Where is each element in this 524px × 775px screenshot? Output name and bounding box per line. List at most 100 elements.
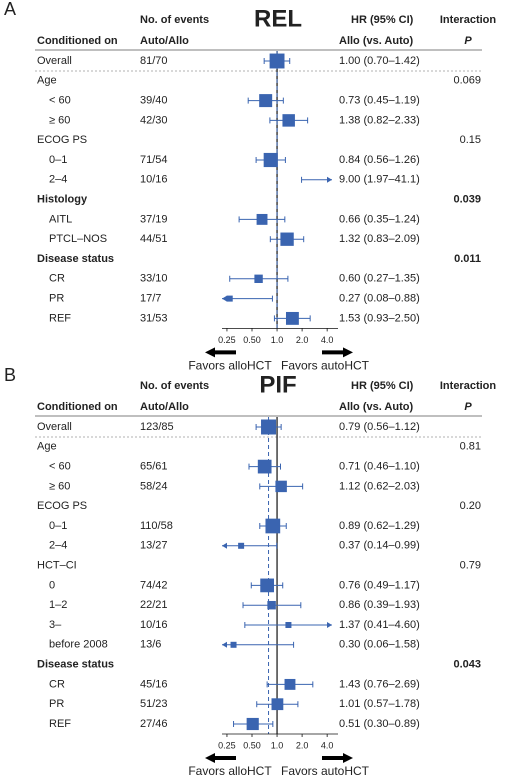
column-header: P <box>464 401 472 413</box>
events: 13/6 <box>140 639 161 651</box>
favors-label: Favors alloHCT <box>188 764 272 775</box>
hr-label: 9.00 (1.97–41.1) <box>339 174 420 186</box>
favors-label: Favors autoHCT <box>281 359 370 373</box>
row-label: PTCL–NOS <box>49 233 107 245</box>
row-label: PR <box>49 293 64 305</box>
row-label: Age <box>37 441 57 453</box>
p-value: 0.81 <box>460 441 481 453</box>
row-label: 3– <box>49 619 62 631</box>
events: 17/7 <box>140 293 161 305</box>
row-label: CR <box>49 678 65 690</box>
events: 10/16 <box>140 174 168 186</box>
arrow-right-head <box>343 753 353 763</box>
column-header: No. of events <box>140 14 209 26</box>
events: 44/51 <box>140 233 168 245</box>
column-header: No. of events <box>140 380 209 392</box>
x-tick-label: 4.0 <box>321 740 334 750</box>
hr-marker <box>246 717 259 731</box>
x-tick-label: 2.0 <box>296 740 309 750</box>
row-label: REF <box>49 312 71 324</box>
row-label: < 60 <box>49 95 71 107</box>
x-tick-label: 0.25 <box>218 740 236 750</box>
row-label: 0–1 <box>49 520 67 532</box>
p-value: 0.039 <box>453 194 481 206</box>
row-label: ≥ 60 <box>49 480 70 492</box>
row-label: Disease status <box>37 659 114 671</box>
hr-marker <box>280 232 294 246</box>
arrow-left-head <box>205 753 215 763</box>
hr-label: 0.86 (0.39–1.93) <box>339 599 420 611</box>
column-header: HR (95% CI) <box>351 14 414 26</box>
events: 71/54 <box>140 154 168 166</box>
x-tick-label: 1.0 <box>271 335 284 345</box>
hr-marker <box>267 600 276 610</box>
hr-marker <box>282 114 295 127</box>
hr-marker <box>271 698 284 711</box>
row-label: 1–2 <box>49 599 67 611</box>
column-header: Interaction <box>440 14 497 26</box>
plot-area <box>222 53 332 325</box>
hr-marker <box>265 518 281 534</box>
hr-marker <box>259 94 273 108</box>
row-label: ECOG PS <box>37 134 87 146</box>
ci-arrow <box>222 542 227 549</box>
hr-label: 0.76 (0.49–1.17) <box>339 579 420 591</box>
row-label: AITL <box>49 213 72 225</box>
events: 33/10 <box>140 273 168 285</box>
hr-marker <box>285 311 299 325</box>
x-tick-label: 1.0 <box>271 740 284 750</box>
p-value: 0.069 <box>453 75 481 87</box>
hr-label: 1.43 (0.76–2.69) <box>339 678 420 690</box>
row-label: REF <box>49 718 71 730</box>
hr-label: 0.60 (0.27–1.35) <box>339 273 420 285</box>
column-header: Conditioned on <box>37 35 118 47</box>
x-tick-label: 0.50 <box>243 740 261 750</box>
hr-marker <box>254 274 263 283</box>
hr-label: 0.37 (0.14–0.99) <box>339 540 420 552</box>
events: 58/24 <box>140 480 168 492</box>
events: 37/19 <box>140 213 168 225</box>
hr-label: 0.89 (0.62–1.29) <box>339 520 420 532</box>
column-header: Interaction <box>440 380 497 392</box>
x-tick-label: 2.0 <box>296 335 309 345</box>
row-label: 0 <box>49 579 55 591</box>
hr-label: 1.32 (0.83–2.09) <box>339 233 420 245</box>
events: 51/23 <box>140 698 168 710</box>
events: 31/53 <box>140 312 168 324</box>
hr-label: 0.71 (0.46–1.10) <box>339 461 420 473</box>
row-label: before 2008 <box>49 639 108 651</box>
events: 22/21 <box>140 599 168 611</box>
hr-marker <box>263 152 278 168</box>
hr-marker <box>238 542 245 549</box>
hr-label: 1.00 (0.70–1.42) <box>339 55 420 67</box>
favors-label: Favors alloHCT <box>188 359 272 373</box>
hr-label: 1.53 (0.93–2.50) <box>339 312 420 324</box>
hr-marker <box>260 578 274 593</box>
row-label: Age <box>37 75 57 87</box>
ci-arrow <box>222 641 227 648</box>
row-label: ≥ 60 <box>49 114 70 126</box>
hr-label: 1.38 (0.82–2.33) <box>339 114 420 126</box>
hr-label: 0.84 (0.56–1.26) <box>339 154 420 166</box>
row-label: < 60 <box>49 461 71 473</box>
row-label: PR <box>49 698 64 710</box>
favors-label: Favors autoHCT <box>281 764 370 775</box>
x-tick-label: 0.50 <box>243 335 261 345</box>
hr-marker <box>275 480 287 493</box>
events: 10/16 <box>140 619 168 631</box>
ci-arrow <box>327 622 332 628</box>
events: 42/30 <box>140 114 168 126</box>
events: 123/85 <box>140 421 174 433</box>
hr-label: 1.37 (0.41–4.60) <box>339 619 420 631</box>
row-label: ECOG PS <box>37 500 87 512</box>
arrow-left-head <box>205 347 215 358</box>
events: 65/61 <box>140 461 168 473</box>
hr-label: 0.79 (0.56–1.12) <box>339 421 420 433</box>
column-header: Conditioned on <box>37 401 118 413</box>
events: 27/46 <box>140 718 168 730</box>
panel-letter: A <box>4 0 16 19</box>
hr-label: 0.27 (0.08–0.88) <box>339 293 420 305</box>
row-label: Overall <box>37 55 72 67</box>
ci-arrow <box>327 176 332 183</box>
